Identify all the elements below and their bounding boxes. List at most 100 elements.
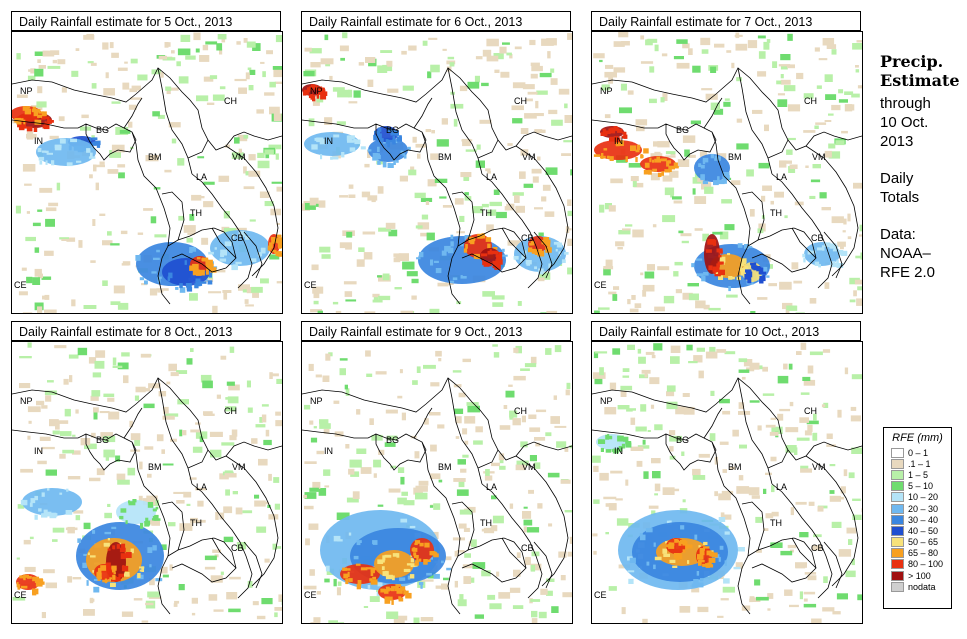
rain-cell xyxy=(770,542,783,548)
rain-cell xyxy=(644,150,649,153)
rain-cell xyxy=(257,252,263,257)
country-label: BM xyxy=(148,462,162,472)
rain-cell xyxy=(102,280,108,286)
rain-cell xyxy=(653,542,656,547)
rain-cell xyxy=(462,454,469,458)
rain-cell xyxy=(537,156,541,161)
rain-cell xyxy=(697,560,705,563)
panel-title: Daily Rainfall estimate for 7 Oct., 2013 xyxy=(591,11,861,31)
rain-cell xyxy=(387,88,399,93)
rain-cell xyxy=(698,453,710,458)
border-line xyxy=(747,537,817,583)
rain-cell xyxy=(419,251,424,258)
rain-cell xyxy=(513,256,519,260)
rain-cell xyxy=(93,586,100,593)
rain-field-light xyxy=(12,32,282,313)
rain-cell xyxy=(455,416,462,424)
rain-cell xyxy=(465,149,477,152)
rain-cell xyxy=(541,240,546,245)
rain-cell xyxy=(45,218,55,227)
rain-cell xyxy=(37,148,42,153)
rain-cell xyxy=(178,215,185,221)
rain-cell xyxy=(676,62,690,69)
rain-cell xyxy=(490,525,498,532)
rain-cell xyxy=(688,361,698,364)
country-label: TH xyxy=(770,208,782,218)
rain-cell xyxy=(255,424,266,428)
rain-cell xyxy=(836,593,848,600)
rain-cell xyxy=(117,479,130,485)
rain-cell xyxy=(403,155,407,159)
rain-cell xyxy=(429,505,434,508)
rain-cell xyxy=(387,141,390,148)
rain-cell xyxy=(107,548,111,551)
rain-cell xyxy=(485,237,492,242)
rain-cell xyxy=(24,183,32,186)
rain-cell xyxy=(221,442,235,446)
rain-cell xyxy=(711,552,718,558)
rain-cell xyxy=(712,231,723,235)
rain-cell xyxy=(721,199,732,204)
rain-cell xyxy=(777,99,788,107)
rain-cell xyxy=(487,243,491,249)
rain-cell xyxy=(333,535,341,542)
rain-cell xyxy=(716,349,727,353)
rain-cell xyxy=(109,42,114,49)
rain-cell xyxy=(384,554,392,558)
rain-cell xyxy=(417,222,430,230)
rain-cell xyxy=(111,565,117,570)
rain-cell xyxy=(474,75,480,83)
border-line xyxy=(302,119,377,129)
rain-cell xyxy=(848,472,855,479)
rain-cell xyxy=(755,516,763,523)
rain-cell xyxy=(220,253,225,258)
rain-cell xyxy=(110,243,120,246)
rain-cell xyxy=(318,200,326,208)
rain-cell xyxy=(483,527,495,534)
rain-cell xyxy=(691,583,699,588)
rain-cell xyxy=(365,350,371,357)
rain-cell xyxy=(162,463,174,466)
rain-cell xyxy=(785,308,790,313)
rain-cell xyxy=(397,395,403,399)
rain-cell xyxy=(813,413,817,421)
rain-cell xyxy=(320,94,327,100)
border-line xyxy=(703,97,723,129)
border-line xyxy=(741,191,765,241)
rain-cell xyxy=(120,508,127,513)
rain-cell xyxy=(33,127,38,132)
rain-cell xyxy=(149,564,152,568)
rain-cell xyxy=(482,259,486,266)
rain-cell xyxy=(720,598,729,601)
rain-cell xyxy=(270,208,281,216)
rain-cell xyxy=(421,214,429,220)
rain-cell xyxy=(122,261,131,266)
rain-cell xyxy=(316,450,325,455)
rain-cell xyxy=(829,243,837,249)
rain-cell xyxy=(47,380,54,383)
rain-cell xyxy=(823,402,829,408)
rain-cell xyxy=(26,126,33,132)
rain-cell xyxy=(673,200,683,204)
rain-cell xyxy=(831,521,842,528)
rain-cell xyxy=(411,548,417,552)
rain-cell xyxy=(185,55,196,60)
border-line xyxy=(477,449,499,469)
rain-cell xyxy=(333,578,337,587)
rain-cell xyxy=(23,123,26,129)
rain-cell xyxy=(142,498,156,506)
border-line xyxy=(741,501,765,551)
rain-cell xyxy=(137,573,141,578)
legend-item: 50 – 65 xyxy=(884,537,951,548)
border-line xyxy=(711,441,751,615)
rain-cell xyxy=(68,354,79,359)
rain-cell xyxy=(196,257,201,260)
rain-cell xyxy=(102,579,109,583)
rain-cell xyxy=(809,298,817,304)
rain-cell xyxy=(376,591,380,597)
rain-cell xyxy=(692,65,701,73)
rain-cell xyxy=(309,420,314,425)
legend-label: 30 – 40 xyxy=(908,514,939,525)
rain-cell xyxy=(608,291,617,295)
rain-cell xyxy=(840,250,848,256)
